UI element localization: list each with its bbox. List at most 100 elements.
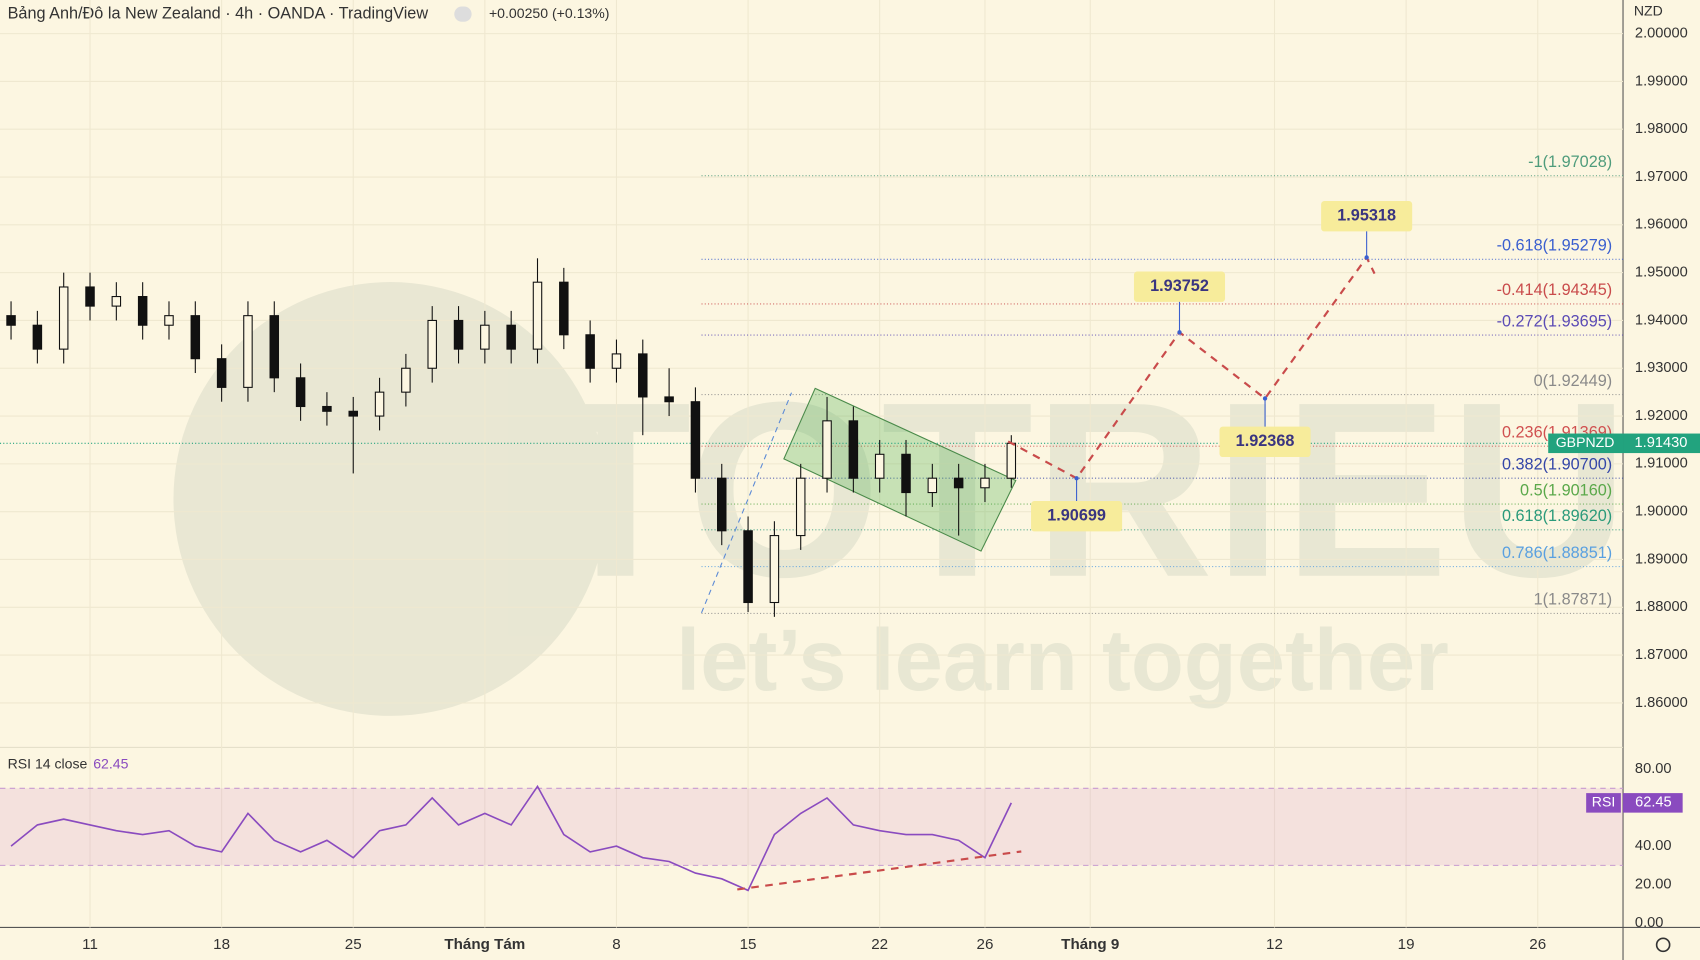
x-tick-label: 22 — [871, 936, 888, 953]
candle-body — [901, 453, 911, 494]
x-tick-label: 19 — [1398, 936, 1415, 953]
candle-body — [137, 296, 148, 326]
target-point — [1262, 396, 1268, 401]
rsi-tick-label: 80.00 — [1635, 761, 1672, 777]
x-tick-label: 12 — [1266, 936, 1283, 953]
target-point — [1364, 255, 1369, 260]
symbol-label: GBPNZD — [1556, 434, 1615, 450]
candle-body — [795, 477, 806, 537]
candle-body — [32, 324, 43, 350]
x-tick-label: 11 — [82, 936, 98, 953]
fib-label: 1(1.87871) — [1534, 591, 1613, 609]
rsi-trend-line — [737, 850, 1022, 891]
fib-label: 0.618(1.89620) — [1502, 507, 1612, 525]
x-tick-label: 25 — [345, 936, 362, 953]
rsi-tick-label: 0.00 — [1635, 915, 1663, 931]
y-tick-label: 1.95000 — [1635, 265, 1688, 281]
watermark-brand: TOTRIEU — [539, 350, 1629, 629]
candle-body — [716, 477, 727, 532]
projection-path — [1007, 255, 1376, 480]
target-label: 1.93752 — [1150, 277, 1209, 295]
price-badge-label: 1.91430 — [1635, 435, 1688, 451]
y-tick-label: 1.87000 — [1635, 647, 1688, 663]
candle-body — [111, 296, 122, 307]
candle-body — [559, 281, 569, 336]
y-tick-label: 1.86000 — [1635, 695, 1688, 711]
candle-body — [664, 396, 674, 403]
candle-body — [506, 324, 516, 350]
rsi-value-badge — [1623, 793, 1683, 813]
x-tick-label: 8 — [612, 936, 620, 953]
settings-gear[interactable] — [1655, 937, 1671, 953]
candle-body — [953, 477, 964, 489]
y-tick-label: 1.89000 — [1635, 551, 1688, 567]
candle-body — [85, 286, 95, 307]
rsi-line — [10, 784, 1013, 892]
candle-body — [6, 315, 16, 326]
y-tick-label: 1.97000 — [1635, 169, 1688, 185]
y-tick-label: 1.93000 — [1635, 360, 1688, 376]
candle-body — [374, 391, 385, 417]
watermark-tagline: let’s learn together — [676, 612, 1449, 709]
rsi-label: RSI 14 close — [8, 755, 88, 771]
candle-body — [690, 401, 701, 479]
candle-body — [585, 334, 595, 369]
trend-line — [700, 392, 793, 614]
rsi-tick-label: 20.00 — [1635, 876, 1672, 892]
channel — [783, 387, 1017, 552]
fib-label: 0.5(1.90160) — [1520, 481, 1612, 499]
x-tick-label: Tháng Tám — [444, 936, 525, 953]
candle-body — [243, 315, 253, 388]
price-change: +0.00250 (+0.13%) — [489, 5, 610, 21]
candle-body — [1006, 442, 1017, 479]
chart-title: Bảng Anh/Đô la New Zealand · 4h · OANDA … — [8, 4, 429, 22]
y-tick-label: 1.88000 — [1635, 599, 1688, 615]
candle-body — [743, 530, 753, 604]
x-tick-label: Tháng 9 — [1061, 936, 1119, 953]
symbol-badge — [1548, 433, 1624, 454]
candle-body — [269, 315, 280, 379]
currency[interactable]: NZD — [1634, 3, 1663, 19]
y-tick-label: 1.90000 — [1635, 504, 1688, 520]
y-tick-label: 1.99000 — [1635, 73, 1688, 89]
candle-body — [348, 410, 358, 417]
target-box — [1031, 501, 1123, 532]
y-tick-label: 1.94000 — [1635, 312, 1688, 328]
x-tick-label: 15 — [740, 936, 757, 953]
candle-body — [427, 319, 437, 369]
x-tick-label: 26 — [1529, 936, 1546, 953]
candle-body — [769, 535, 780, 604]
y-tick-label: 1.91000 — [1635, 456, 1688, 472]
y-tick-label: 1.98000 — [1635, 121, 1688, 137]
candle-body — [295, 377, 306, 408]
candle-body — [164, 315, 174, 326]
fib-label: -0.618(1.95279) — [1497, 237, 1613, 255]
target-label: 1.90699 — [1047, 507, 1106, 525]
x-tick-label: 18 — [213, 936, 230, 953]
target-point — [1074, 476, 1079, 481]
candle-body — [980, 477, 990, 489]
candle-body — [822, 420, 832, 479]
x-tick-label: 26 — [977, 936, 994, 953]
candle-body — [453, 319, 464, 350]
candle-body — [848, 420, 859, 479]
candle-body — [874, 453, 885, 479]
candle-body — [322, 405, 332, 412]
collapse-button[interactable] — [454, 6, 472, 22]
target-label: 1.92368 — [1236, 432, 1295, 450]
target-box — [1219, 426, 1311, 458]
settings-icon[interactable] — [1655, 937, 1671, 953]
candle-body — [216, 358, 227, 388]
fib-label: 0(1.92449) — [1534, 372, 1613, 390]
fib-label: -1(1.97028) — [1528, 153, 1612, 171]
fib-label: -0.272(1.93695) — [1497, 312, 1613, 330]
candle-body — [611, 353, 622, 369]
y-tick-label: 1.96000 — [1635, 217, 1688, 233]
rsi-last: 62.45 — [93, 755, 128, 771]
y-tick-label: 1.92000 — [1635, 408, 1688, 424]
candle-body — [927, 477, 938, 494]
price-badge — [1623, 433, 1700, 454]
target-box — [1133, 271, 1226, 302]
candle-body — [480, 324, 490, 350]
